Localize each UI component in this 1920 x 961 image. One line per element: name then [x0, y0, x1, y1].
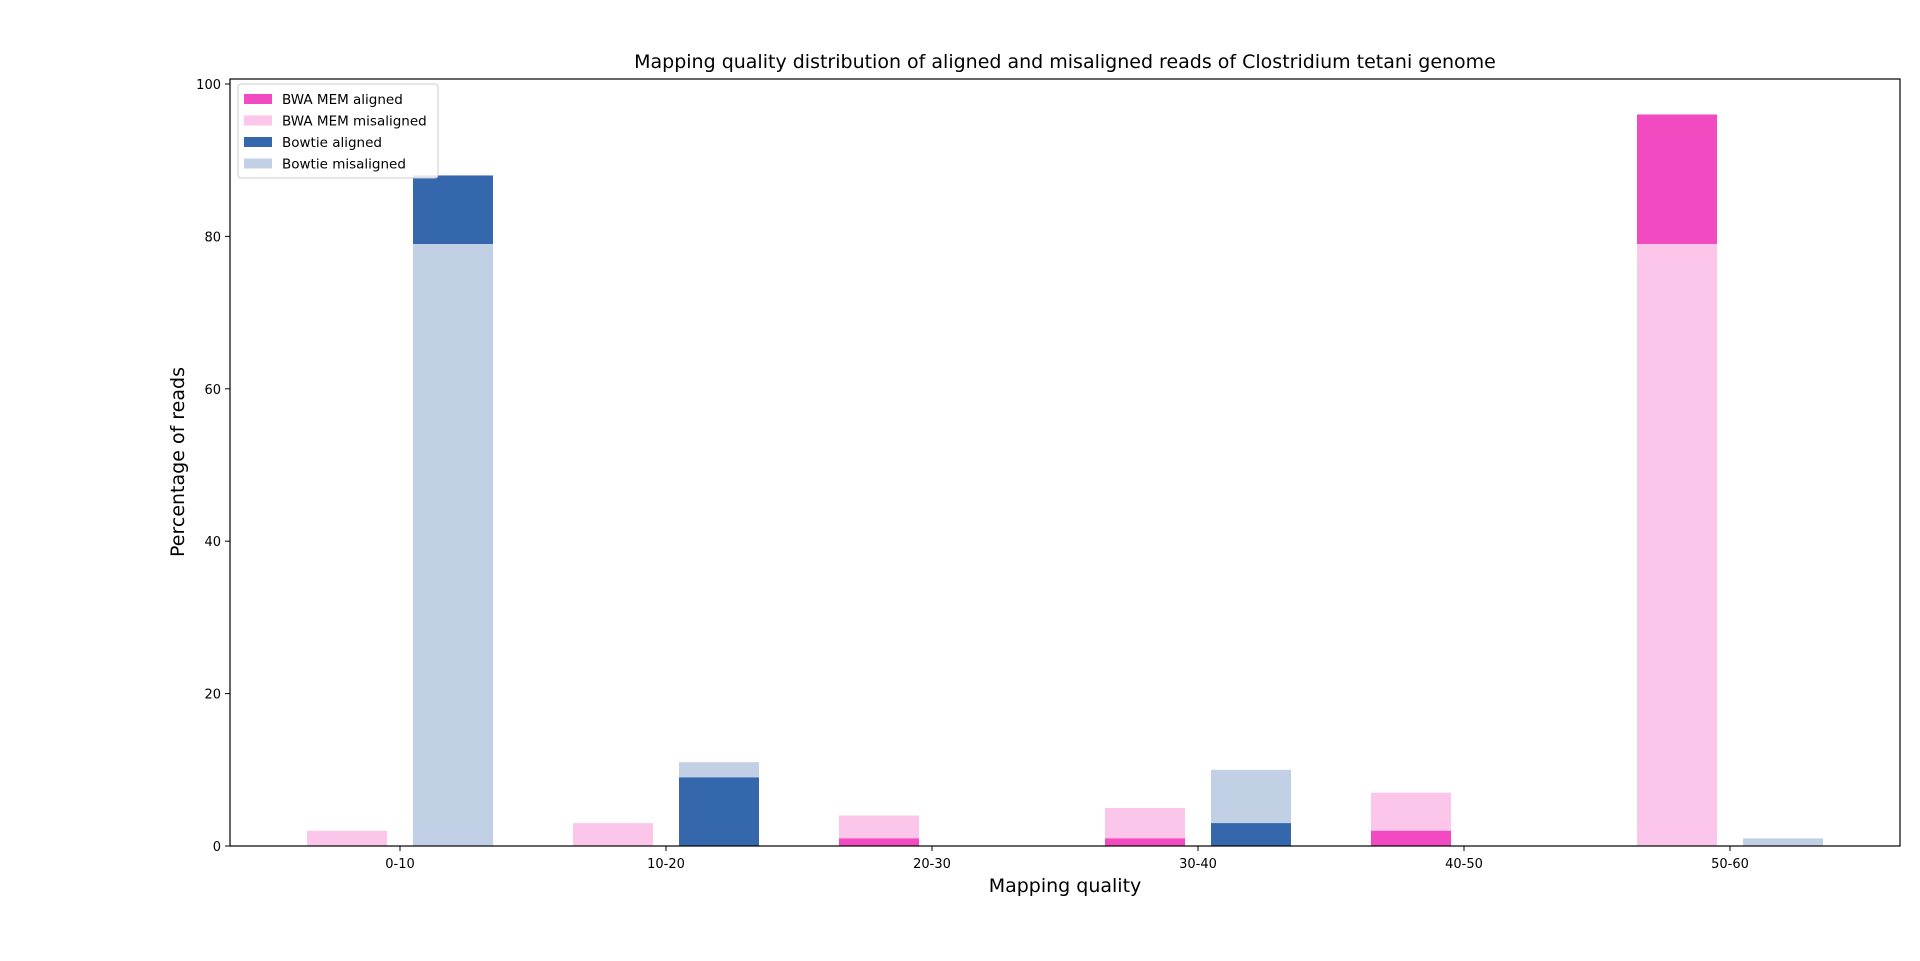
legend-entry: BWA MEM misaligned — [282, 114, 427, 130]
y-tick-label: 40 — [204, 535, 221, 550]
plot-frame — [229, 78, 1901, 847]
legend-swatch — [244, 94, 272, 104]
x-axis-ticks: 0-10 10-20 20-30 30-40 40-50 50-60 — [385, 846, 1749, 872]
bar-bwa-mem-aligned-40-50 — [1371, 830, 1451, 846]
legend-box — [237, 83, 439, 179]
bar-bwa-mem-aligned-30-40 — [1105, 838, 1185, 846]
bar-bowtie-misaligned-50-60 — [1743, 838, 1823, 846]
y-axis-label: Percentage of reads — [167, 367, 189, 557]
bars-layer — [307, 114, 1823, 847]
legend-swatch — [244, 137, 272, 147]
legend-swatch — [244, 158, 272, 169]
legend: BWA MEM aligned BWA MEM misaligned Bowtie … — [237, 83, 439, 179]
y-axis-ticks: 0 20 40 60 80 100 — [196, 78, 230, 855]
bar-bowtie-misaligned-0-10 — [413, 244, 493, 846]
legend-entry: Bowtie misaligned — [282, 157, 406, 173]
x-tick-label: 10-20 — [647, 857, 685, 872]
bar-bwa-mem-misaligned-10-20 — [573, 823, 653, 846]
x-tick-label: 40-50 — [1445, 857, 1483, 872]
x-axis-label: Mapping quality — [989, 875, 1142, 897]
y-tick-label: 100 — [196, 78, 221, 93]
legend-entry: BWA MEM aligned — [282, 92, 403, 108]
x-tick-label: 30-40 — [1179, 857, 1217, 872]
y-tick-label: 80 — [204, 230, 221, 245]
bar-bwa-mem-misaligned-50-60 — [1637, 244, 1717, 846]
x-tick-label: 20-30 — [913, 857, 951, 872]
bar-bwa-mem-aligned-20-30 — [839, 838, 919, 846]
bar-bwa-mem-misaligned-0-10 — [307, 830, 387, 846]
chart-title: Mapping quality distribution of aligned … — [634, 51, 1496, 73]
bar-bowtie-aligned-30-40 — [1211, 823, 1291, 846]
bar-bowtie-aligned-10-20 — [679, 777, 759, 846]
x-tick-label: 50-60 — [1711, 857, 1749, 872]
legend-swatch — [244, 115, 272, 126]
legend-entry: Bowtie aligned — [282, 135, 382, 151]
y-tick-label: 0 — [213, 840, 221, 855]
x-tick-label: 0-10 — [385, 857, 415, 872]
y-tick-label: 60 — [204, 383, 221, 398]
y-tick-label: 20 — [204, 688, 221, 703]
